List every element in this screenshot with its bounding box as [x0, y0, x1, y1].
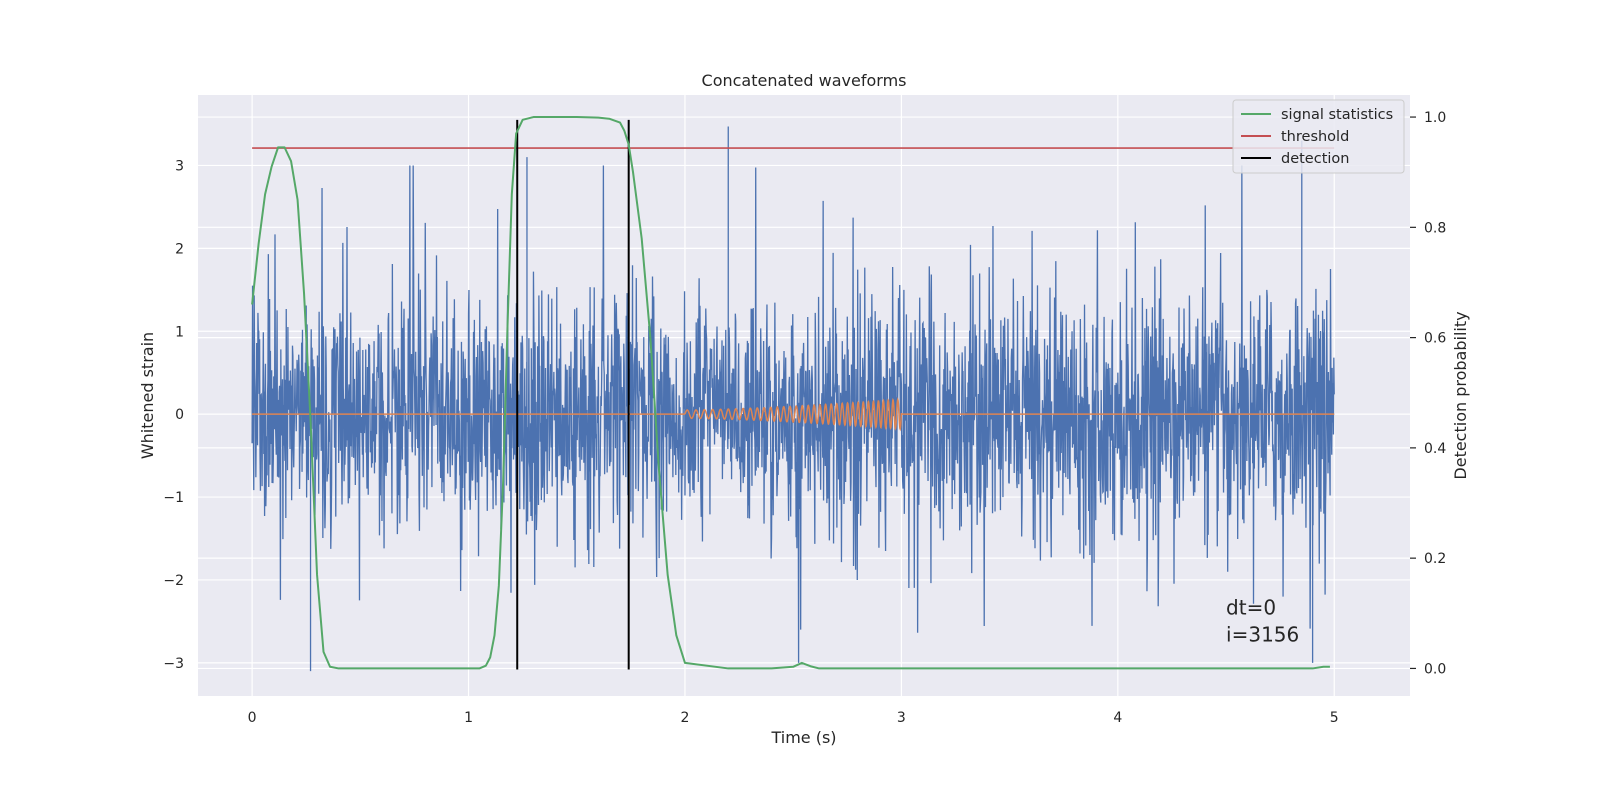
y-tick-label-right-3: 0.6: [1424, 331, 1446, 347]
y-tick-label-left-5: 2: [175, 241, 184, 257]
chart-title: Concatenated waveforms: [702, 71, 907, 90]
legend-label-2: detection: [1281, 151, 1349, 167]
template-series-line: [252, 397, 1335, 432]
x-tick-label-0: 0: [248, 710, 257, 726]
plot-content: [251, 116, 1335, 672]
y-tick-label-right-1: 0.2: [1424, 551, 1446, 567]
y-tick-label-right-2: 0.4: [1424, 441, 1446, 457]
legend-label-1: threshold: [1281, 129, 1349, 145]
x-axis-label: Time (s): [770, 728, 836, 747]
signal-statistics-line: [251, 116, 1330, 670]
y-tick-label-right-0: 0.0: [1424, 661, 1446, 677]
legend-label-0: signal statistics: [1281, 107, 1393, 123]
x-tick-label-1: 1: [464, 710, 473, 726]
x-tick-label-5: 5: [1330, 710, 1339, 726]
x-tick-label-3: 3: [897, 710, 906, 726]
y-tick-label-left-4: 1: [175, 324, 184, 340]
y-tick-label-left-0: −3: [163, 656, 184, 672]
y-tick-label-right-5: 1.0: [1424, 110, 1446, 126]
legend: signal statistics threshold detection: [1232, 99, 1405, 174]
y-axis-label-right: Detection probability: [1451, 311, 1470, 479]
annotation-text-0: dt=0: [1226, 595, 1276, 619]
y-tick-label-right-4: 0.8: [1424, 220, 1446, 236]
annotation-text-1: i=3156: [1226, 623, 1299, 647]
annotations: dt=0 i=3156: [1226, 595, 1299, 646]
strain-series-line: [251, 126, 1335, 672]
y-tick-label-left-6: 3: [175, 158, 184, 174]
x-tick-label-2: 2: [681, 710, 690, 726]
axis-ticks: 0 1 2 3 4 5 −3 −2 −1 0 1 2 3 0.0 0.2 0.4 0.6 0.8 1.0: [163, 110, 1446, 726]
legend-box: [1232, 99, 1405, 174]
x-tick-label-4: 4: [1113, 710, 1122, 726]
y-axis-label-left: Whitened strain: [138, 332, 157, 459]
y-tick-label-left-2: −1: [163, 490, 184, 506]
y-tick-label-left-1: −2: [163, 573, 184, 589]
y-tick-label-left-3: 0: [175, 407, 184, 423]
